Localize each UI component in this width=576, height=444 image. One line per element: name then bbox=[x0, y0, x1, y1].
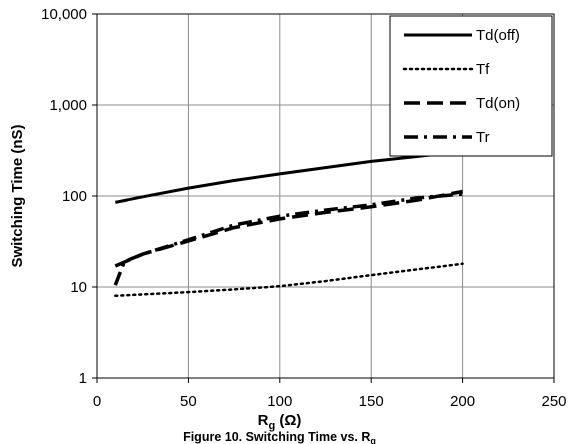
x-tick-label: 150 bbox=[359, 393, 384, 410]
legend-label: Td(on) bbox=[476, 95, 520, 112]
series-line-td-on bbox=[114, 189, 463, 268]
figure-caption-subscript: g bbox=[370, 436, 376, 444]
legend: Td(off) Tf Td(on) Tr bbox=[389, 15, 553, 157]
x-axis-label-main: R bbox=[258, 412, 269, 429]
legend-box bbox=[389, 15, 553, 157]
tick-layer: 0 50 100 150 200 250 1 10 100 1,000 10,000 bbox=[41, 6, 566, 410]
y-axis-label: Switching Time (nS) bbox=[9, 124, 26, 267]
x-tick-label: 250 bbox=[541, 393, 566, 410]
x-axis-label: Rg (Ω) bbox=[258, 412, 302, 432]
y-tick-label: 1,000 bbox=[49, 97, 87, 114]
x-tick-label: 0 bbox=[93, 393, 101, 410]
legend-label: Td(off) bbox=[476, 27, 520, 44]
legend-label: Tr bbox=[476, 129, 490, 146]
figure-caption-text: Figure 10. Switching Time vs. R bbox=[183, 430, 370, 444]
x-tick-label: 200 bbox=[450, 393, 475, 410]
series-line-tf bbox=[114, 262, 464, 298]
x-tick-label: 100 bbox=[267, 393, 292, 410]
y-tick-label: 10 bbox=[70, 279, 87, 296]
y-tick-label: 10,000 bbox=[41, 6, 87, 23]
x-axis-label-unit: (Ω) bbox=[275, 412, 301, 429]
series-layer bbox=[113, 149, 464, 298]
legend-label: Tf bbox=[476, 61, 490, 78]
y-tick-label: 100 bbox=[62, 188, 87, 205]
series-line-td-off bbox=[114, 149, 463, 204]
y-tick-label: 1 bbox=[79, 370, 87, 387]
figure-caption: Figure 10. Switching Time vs. Rg bbox=[183, 430, 376, 444]
x-tick-label: 50 bbox=[180, 393, 197, 410]
x-axis-label-subscript: g bbox=[268, 420, 275, 432]
series-line-tr bbox=[113, 192, 463, 286]
